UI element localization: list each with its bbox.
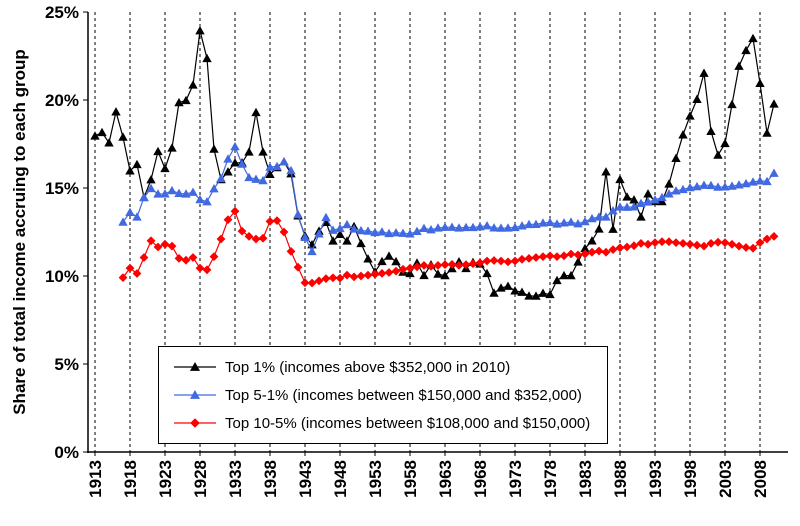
x-tick-label: 1948 bbox=[331, 460, 350, 498]
x-tick-label: 1978 bbox=[541, 460, 560, 498]
x-tick-label: 1933 bbox=[226, 460, 245, 498]
x-tick-label: 1958 bbox=[401, 460, 420, 498]
legend-row-top-1pct: Top 1% (incomes above $352,000 in 2010) bbox=[172, 354, 601, 380]
x-tick-label: 2008 bbox=[751, 460, 770, 498]
x-tick-label: 1928 bbox=[191, 460, 210, 498]
legend-label-top-1pct: Top 1% (incomes above $352,000 in 2010) bbox=[225, 358, 511, 376]
legend-row-top-10-5pct: Top 10-5% (incomes between $108,000 and … bbox=[172, 410, 601, 436]
y-tick-label: 15% bbox=[45, 179, 79, 198]
legend-label-top-10-5pct: Top 10-5% (incomes between $108,000 and … bbox=[225, 414, 591, 432]
x-tick-label: 2003 bbox=[716, 460, 735, 498]
series-markers-top-5-1pct bbox=[118, 141, 779, 256]
y-tick-label: 20% bbox=[45, 91, 79, 110]
legend-row-top-5-1pct: Top 5-1% (incomes between $150,000 and $… bbox=[172, 382, 601, 408]
x-tick-label: 1998 bbox=[681, 460, 700, 498]
y-tick-label: 0% bbox=[54, 443, 79, 462]
legend-glyph-top-5-1pct bbox=[190, 390, 200, 399]
x-tick-label: 1983 bbox=[576, 460, 595, 498]
x-tick-label: 1988 bbox=[611, 460, 630, 498]
legend: Top 1% (incomes above $352,000 in 2010) … bbox=[158, 346, 608, 444]
x-tick-label: 1973 bbox=[506, 460, 525, 498]
x-tick-label: 1968 bbox=[471, 460, 490, 498]
y-tick-label: 10% bbox=[45, 267, 79, 286]
y-tick-label: 25% bbox=[45, 3, 79, 22]
x-tick-label: 1913 bbox=[86, 460, 105, 498]
x-tick-label: 1993 bbox=[646, 460, 665, 498]
y-tick-label: 5% bbox=[54, 355, 79, 374]
legend-marker-top-5-1pct-icon bbox=[174, 390, 216, 399]
legend-marker-top-10-5pct-icon bbox=[174, 418, 216, 428]
legend-marker-top-1pct-icon bbox=[174, 362, 216, 371]
legend-glyph-top-10-5pct bbox=[190, 418, 200, 428]
x-tick-label: 1938 bbox=[261, 460, 280, 498]
legend-label-top-5-1pct: Top 5-1% (incomes between $150,000 and $… bbox=[225, 386, 582, 404]
x-tick-label: 1963 bbox=[436, 460, 455, 498]
x-tick-label: 1923 bbox=[156, 460, 175, 498]
x-tick-label: 1953 bbox=[366, 460, 385, 498]
x-tick-label: 1943 bbox=[296, 460, 315, 498]
legend-glyph-top-1pct bbox=[190, 362, 200, 371]
series-markers-top-10-5pct bbox=[118, 206, 779, 288]
series-line-top-1pct bbox=[94, 30, 775, 297]
x-tick-label: 1918 bbox=[121, 460, 140, 498]
